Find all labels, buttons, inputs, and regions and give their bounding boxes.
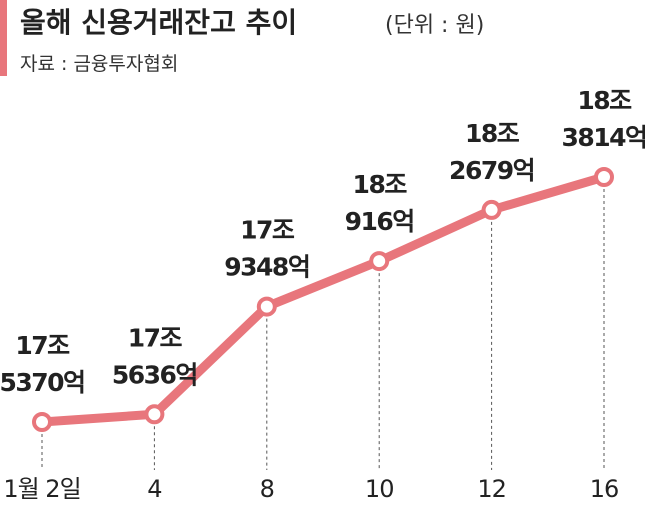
point: [481, 199, 502, 220]
data-label: 17조: [15, 331, 70, 360]
data-label: 2679억: [449, 156, 534, 185]
point: [594, 167, 614, 187]
data-label: 916억: [345, 207, 414, 236]
line: [41, 172, 606, 427]
data-label: 18조: [353, 170, 408, 199]
point: [144, 404, 165, 425]
data-label: 3814억: [561, 123, 645, 152]
data-label: 17조: [128, 323, 183, 352]
chart-title: 올해 신용거래잔고 추이: [20, 6, 297, 39]
data-label: 5370억: [0, 368, 85, 397]
x-tick-label: 8: [260, 475, 274, 503]
unit-note: (단위 : 원): [385, 13, 484, 38]
data-label: 9348억: [224, 253, 309, 282]
data-label: 18조: [577, 86, 632, 115]
x-tick-label: 10: [365, 475, 394, 503]
point: [369, 251, 390, 272]
data-label: 5636억: [112, 360, 197, 389]
x-tick-label: 12: [477, 475, 506, 503]
data-label: 18조: [465, 119, 520, 148]
point: [256, 296, 277, 317]
x-tick-label: 4: [147, 475, 161, 503]
accent-bar: [0, 0, 7, 76]
data-label: 17조: [240, 216, 295, 245]
source: 자료 : 금융투자협회: [20, 53, 178, 75]
point: [32, 412, 52, 432]
x-tick-label: 1월 2일: [3, 475, 80, 503]
x-tick-label: 16: [590, 475, 619, 503]
